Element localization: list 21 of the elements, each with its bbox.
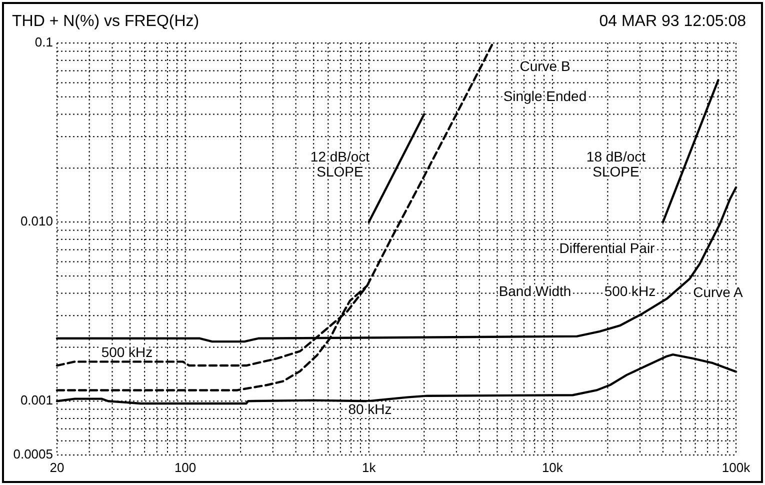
- chart-subtitle: 04 MAR 93 12:05:08: [599, 13, 746, 30]
- x-tick-label: 100k: [722, 460, 751, 475]
- y-tick-label: 0.001: [20, 392, 53, 408]
- annotation: 500 kHz: [101, 344, 153, 360]
- annotation: Curve A: [693, 284, 744, 300]
- x-tick-label: 10k: [542, 460, 564, 475]
- annotation: 18 dB/oct SLOPE: [586, 148, 646, 180]
- annotation: 12 dB/oct SLOPE: [310, 148, 370, 180]
- x-tick-label: 20: [50, 460, 64, 475]
- y-tick-label: 0.1: [34, 34, 53, 50]
- x-tick-label: 1k: [362, 460, 376, 475]
- annotation: Band Width: [498, 282, 572, 299]
- chart-title: THD + N(%) vs FREQ(Hz): [12, 13, 200, 30]
- annotation: 80 kHz: [348, 400, 392, 417]
- x-tick-label: 100: [174, 460, 196, 475]
- annotation: Differential Pair: [559, 240, 656, 256]
- y-tick-label: 0.0005: [13, 446, 53, 462]
- y-tick-label: 0.010: [20, 213, 53, 228]
- annotation: Curve B: [520, 58, 570, 74]
- annotation: Single Ended: [503, 88, 587, 104]
- annotation: 500 kHz: [604, 282, 656, 299]
